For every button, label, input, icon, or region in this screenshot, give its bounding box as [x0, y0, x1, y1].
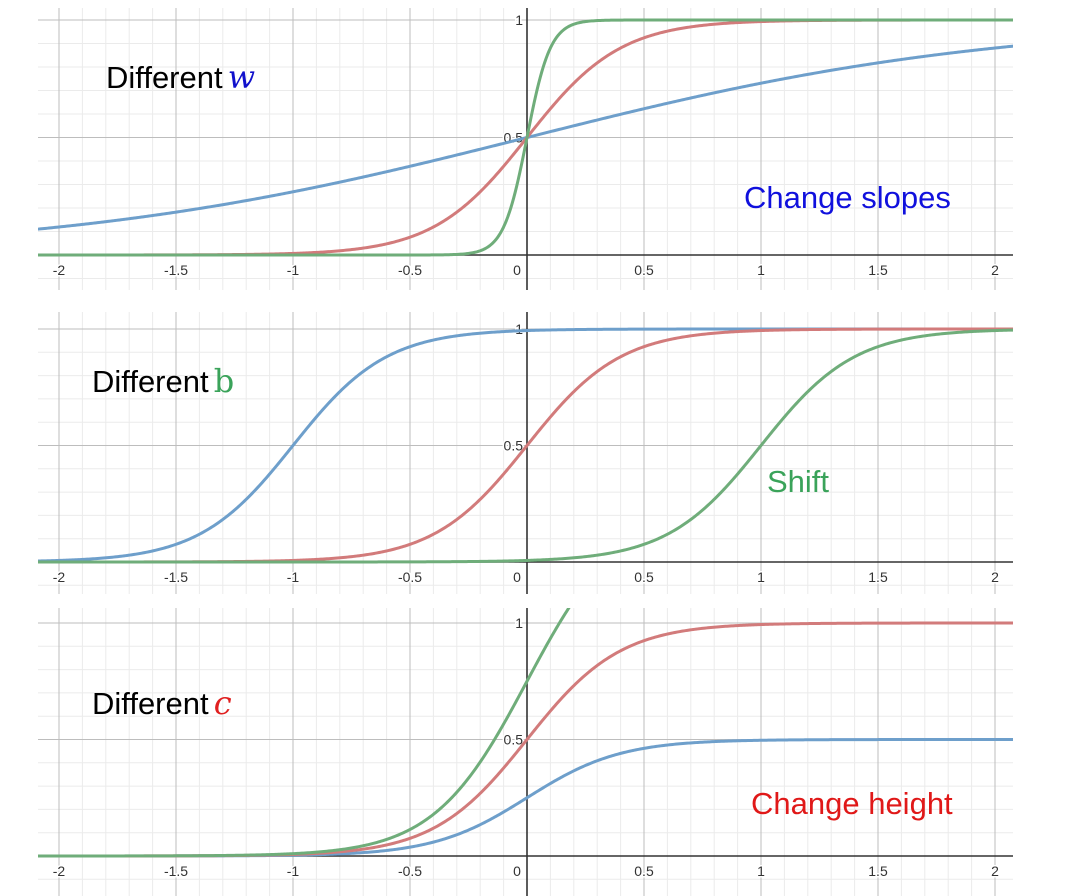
panel-1: -2 -1.5 -1 -0.5 0 0.5 1 1.5 20.51 [38, 8, 1013, 290]
panel-1-label: Different w [106, 58, 255, 96]
x-tick-label: 1 [757, 569, 765, 585]
panel-1-label-var: w [227, 58, 256, 96]
x-tick-label: 0 [513, 863, 521, 879]
series-line-3 [38, 608, 571, 858]
y-tick-label: 0.5 [504, 732, 524, 748]
x-tick-label: -1 [287, 569, 300, 585]
x-tick-label: -2 [53, 262, 66, 278]
x-tick-label: 1.5 [868, 569, 888, 585]
minor-grid [38, 608, 1013, 896]
x-tick-label: -1.5 [164, 569, 188, 585]
y-tick-label: 1 [515, 12, 523, 28]
panel-2-label: Different b [92, 362, 234, 400]
minor-grid [38, 312, 1013, 594]
x-tick-label: -1.5 [164, 262, 188, 278]
y-tick-label: 1 [515, 321, 523, 337]
x-tick-label: 0.5 [634, 262, 654, 278]
curves [38, 18, 1013, 257]
x-tick-label: -1 [287, 262, 300, 278]
x-tick-label: -1 [287, 863, 300, 879]
x-tick-label: 0 [513, 262, 521, 278]
panel-3-label-prefix: Different [92, 686, 209, 721]
x-tick-label: -0.5 [398, 863, 422, 879]
curves [38, 327, 1013, 564]
panel-1-label-prefix: Different [106, 60, 223, 95]
x-tick-label: 2 [991, 569, 999, 585]
x-tick-label: -0.5 [398, 569, 422, 585]
y-tick-label: 1 [515, 615, 523, 631]
panel-3-label: Different c [92, 684, 232, 722]
x-tick-label: 0.5 [634, 863, 654, 879]
panel-2: -2 -1.5 -1 -0.5 0 0.5 1 1.5 2 0.5 1 [38, 312, 1013, 594]
x-tick-label: 1 [757, 863, 765, 879]
series-line-3 [38, 18, 1013, 257]
x-tick-label: 2 [991, 262, 999, 278]
x-tick-label: 1.5 [868, 262, 888, 278]
x-tick-label: -0.5 [398, 262, 422, 278]
x-tick-label: 2 [991, 863, 999, 879]
x-tick-label: 0 [513, 569, 521, 585]
panel-3-label-var: c [213, 684, 232, 722]
panel-1-note: Change slopes [744, 180, 951, 215]
x-tick-label: 1.5 [868, 863, 888, 879]
series-line-3 [38, 328, 1013, 564]
curves [38, 608, 1013, 858]
x-tick-label: -2 [53, 863, 66, 879]
panel-2-note: Shift [767, 464, 830, 499]
x-tick-label: -2 [53, 569, 66, 585]
panel-2-label-var: b [213, 362, 235, 400]
x-tick-label: 1 [757, 262, 765, 278]
y-tick-label: 0.5 [504, 438, 524, 454]
major-grid [38, 312, 1013, 594]
x-tick-label: -1.5 [164, 863, 188, 879]
x-tick-label: 0.5 [634, 569, 654, 585]
panel-3: -2 -1.5 -1 -0.5 0 0.5 1 1.5 2 0.5 1 [38, 608, 1013, 896]
panel-2-label-prefix: Different [92, 364, 209, 399]
major-grid [38, 608, 1013, 896]
panel-3-note: Change height [751, 786, 953, 821]
